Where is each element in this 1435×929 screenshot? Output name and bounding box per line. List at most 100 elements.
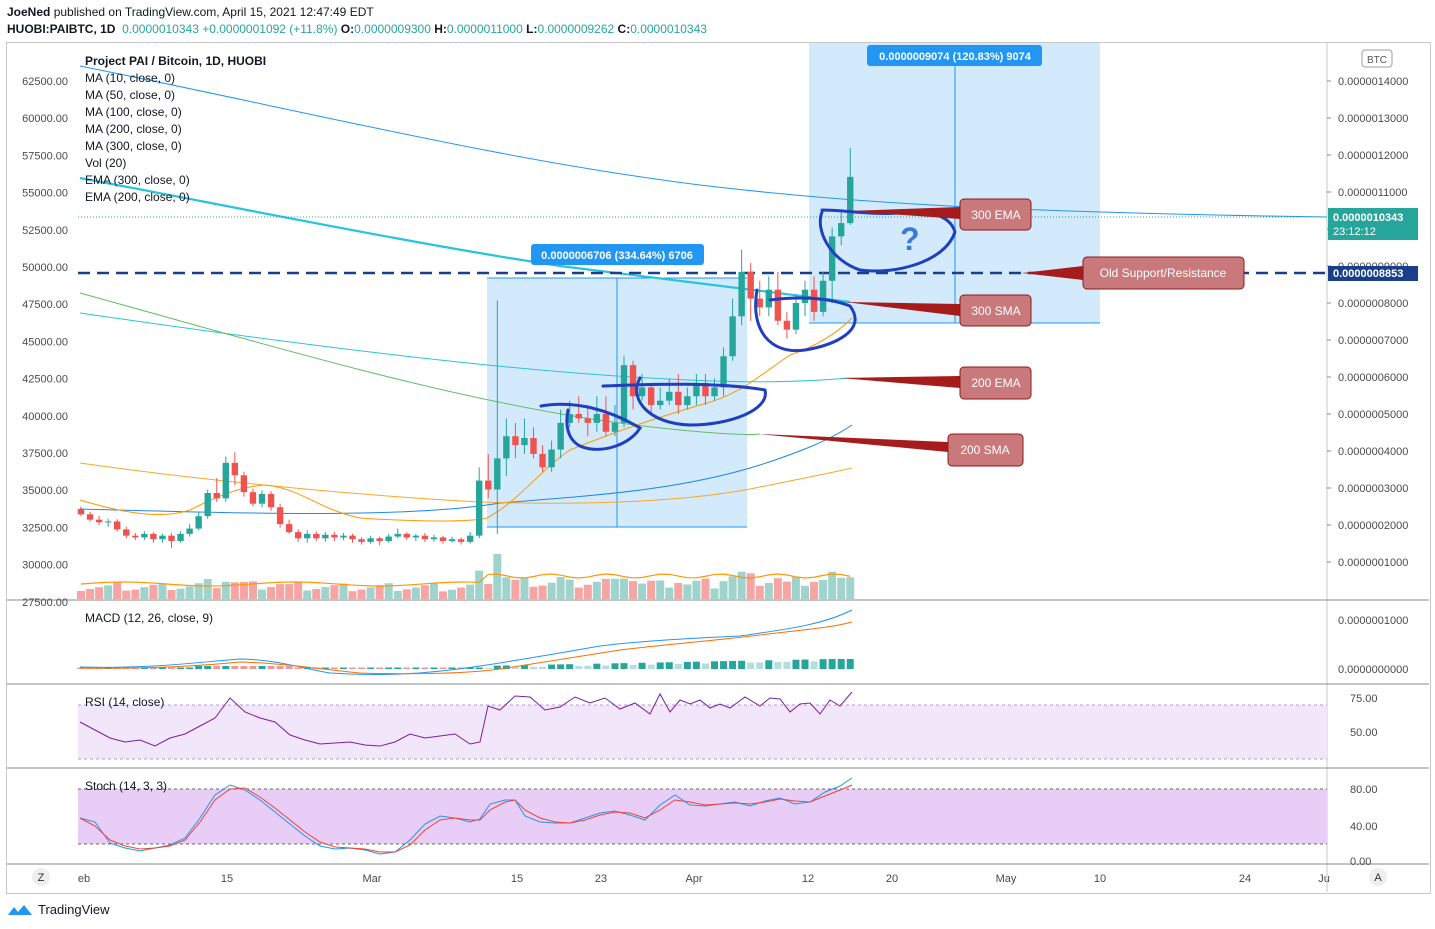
- volume-bar: [149, 584, 158, 599]
- ma-100-line[interactable]: [79, 424, 853, 515]
- candle-body: [86, 514, 94, 520]
- volume-bar: [755, 585, 764, 599]
- candle-body: [313, 533, 320, 539]
- auto-scale-right-label: A: [1374, 872, 1382, 884]
- candle-body: [675, 391, 682, 406]
- callout-200-sma[interactable]: 200 SMA: [758, 433, 1024, 467]
- left-axis-tick-label: 50000.00: [22, 262, 68, 274]
- ema-300-line[interactable]: [79, 65, 1328, 218]
- candle-body: [349, 535, 356, 540]
- macd-hist-bar: [602, 665, 610, 669]
- volume-bar: [321, 587, 330, 599]
- candle-body: [747, 271, 754, 299]
- candle: [702, 374, 709, 406]
- volume-bar: [737, 571, 746, 599]
- macd-pane[interactable]: MACD (12, 26, close, 9): [77, 609, 854, 676]
- cup-outline-1: [539, 402, 643, 451]
- left-axis-tick-label: 45000.00: [22, 336, 68, 348]
- legend-item[interactable]: EMA (200, close, 0): [85, 190, 190, 204]
- left-axis-tick-label: 32500.00: [22, 522, 68, 534]
- measure-label-1[interactable]: 0.0000006706 (334.64%) 6706: [531, 244, 704, 265]
- volume-bar: [620, 578, 628, 599]
- macd-hist-bar: [394, 667, 402, 669]
- axes: 62500.00 60000.00 57500.00 55000.00 52500.00…: [22, 76, 1408, 885]
- right-axis-tick-label: 0.0000008000: [1338, 298, 1408, 310]
- macd-hist-bar: [810, 661, 818, 669]
- candle-body: [783, 320, 791, 330]
- volume-bar: [140, 587, 149, 599]
- stoch-d-line: [79, 784, 853, 853]
- legend: Project PAI / Bitcoin, 1D, HUOBI MA (10,…: [85, 54, 266, 204]
- currency-badge[interactable]: BTC: [1361, 49, 1393, 68]
- candle: [657, 387, 664, 410]
- macd-hist-bar: [367, 667, 375, 669]
- candle-body: [720, 356, 727, 388]
- macd-hist-bar: [439, 667, 447, 669]
- volume-bar: [194, 583, 203, 599]
- legend-item[interactable]: MA (100, close, 0): [85, 105, 182, 119]
- legend-item[interactable]: MA (50, close, 0): [85, 88, 175, 102]
- volume-bar: [683, 584, 692, 599]
- price-badge-countdown: 23:12:12: [1333, 226, 1376, 238]
- volume-bars: [77, 554, 855, 599]
- volume-bar: [86, 589, 95, 599]
- volume-bar: [728, 576, 737, 599]
- candle-body: [340, 535, 347, 538]
- open-value: 0.0000009300: [354, 22, 431, 36]
- callout-old-support-resistance[interactable]: Old Support/Resistance: [1022, 256, 1245, 290]
- right-axis-tick-label: 0.0000001000: [1338, 557, 1408, 569]
- volume-bar: [185, 586, 194, 599]
- candle-body: [331, 534, 338, 538]
- volume-bar: [692, 580, 701, 599]
- macd-hist-bar: [711, 661, 718, 669]
- candle-body: [249, 492, 257, 504]
- macd-hist-bar: [493, 665, 501, 669]
- callout-200-ema[interactable]: 200 EMA: [840, 366, 1032, 400]
- candle: [819, 271, 827, 317]
- volume-bar: [583, 584, 592, 599]
- auto-scale-left-label: Z: [38, 872, 45, 884]
- legend-item[interactable]: MA (10, close, 0): [85, 71, 175, 85]
- right-axis-tick-label: 0.0000007000: [1338, 335, 1408, 347]
- candle: [240, 471, 248, 497]
- legend-item[interactable]: EMA (300, close, 0): [85, 173, 190, 187]
- callout-300-sma[interactable]: 300 SMA: [845, 294, 1032, 327]
- right-axis-tick-label: 0.0000011000: [1338, 187, 1408, 199]
- legend-item[interactable]: MA (300, close, 0): [85, 139, 182, 153]
- callout-300-ema[interactable]: 300 EMA: [847, 198, 1032, 231]
- candle-body: [457, 539, 465, 542]
- stoch-pane[interactable]: Stoch (14, 3, 3): [79, 777, 853, 855]
- legend-item[interactable]: MA (200, close, 0): [85, 122, 182, 136]
- rsi-title: RSI (14, close): [85, 695, 164, 709]
- macd-hist-bar: [729, 660, 737, 669]
- auto-scale-right-button[interactable]: A: [1369, 868, 1387, 886]
- macd-hist-bar: [240, 666, 248, 669]
- symbol-label: HUOBI:PAIBTC, 1D: [7, 22, 116, 36]
- left-axis-tick-label: 62500.00: [22, 76, 68, 88]
- auto-scale-left-button[interactable]: Z: [32, 868, 50, 886]
- macd-hist-bar: [249, 666, 257, 669]
- ma-300-line[interactable]: [79, 312, 851, 383]
- candle: [602, 396, 610, 437]
- candle: [322, 532, 329, 542]
- measure-label-2[interactable]: 0.0000009074 (120.83%) 9074: [867, 45, 1042, 66]
- rsi-pane[interactable]: RSI (14, close): [79, 691, 853, 747]
- callout-300-sma-label: 300 SMA: [971, 304, 1020, 318]
- right-axis-tick-label: 0.0000005000: [1338, 409, 1408, 421]
- candle-body: [439, 537, 447, 541]
- author-name[interactable]: JoeNed: [7, 5, 51, 19]
- right-axis-tick-label: 0.0000006000: [1338, 372, 1408, 384]
- macd-hist-bar: [484, 667, 492, 669]
- left-axis-tick-label: 37500.00: [22, 448, 68, 460]
- ma-200-line[interactable]: [79, 292, 761, 435]
- volume-bar: [248, 581, 257, 599]
- footer-brand[interactable]: TradingView: [38, 902, 110, 917]
- candle: [412, 533, 420, 541]
- candle-body: [222, 462, 229, 499]
- candle: [304, 530, 311, 543]
- legend-item[interactable]: Vol (20): [85, 156, 126, 170]
- candle: [548, 440, 555, 472]
- right-axis-tick-label: 0.0000013000: [1338, 113, 1408, 125]
- x-axis-tick-label: 24: [1239, 873, 1251, 885]
